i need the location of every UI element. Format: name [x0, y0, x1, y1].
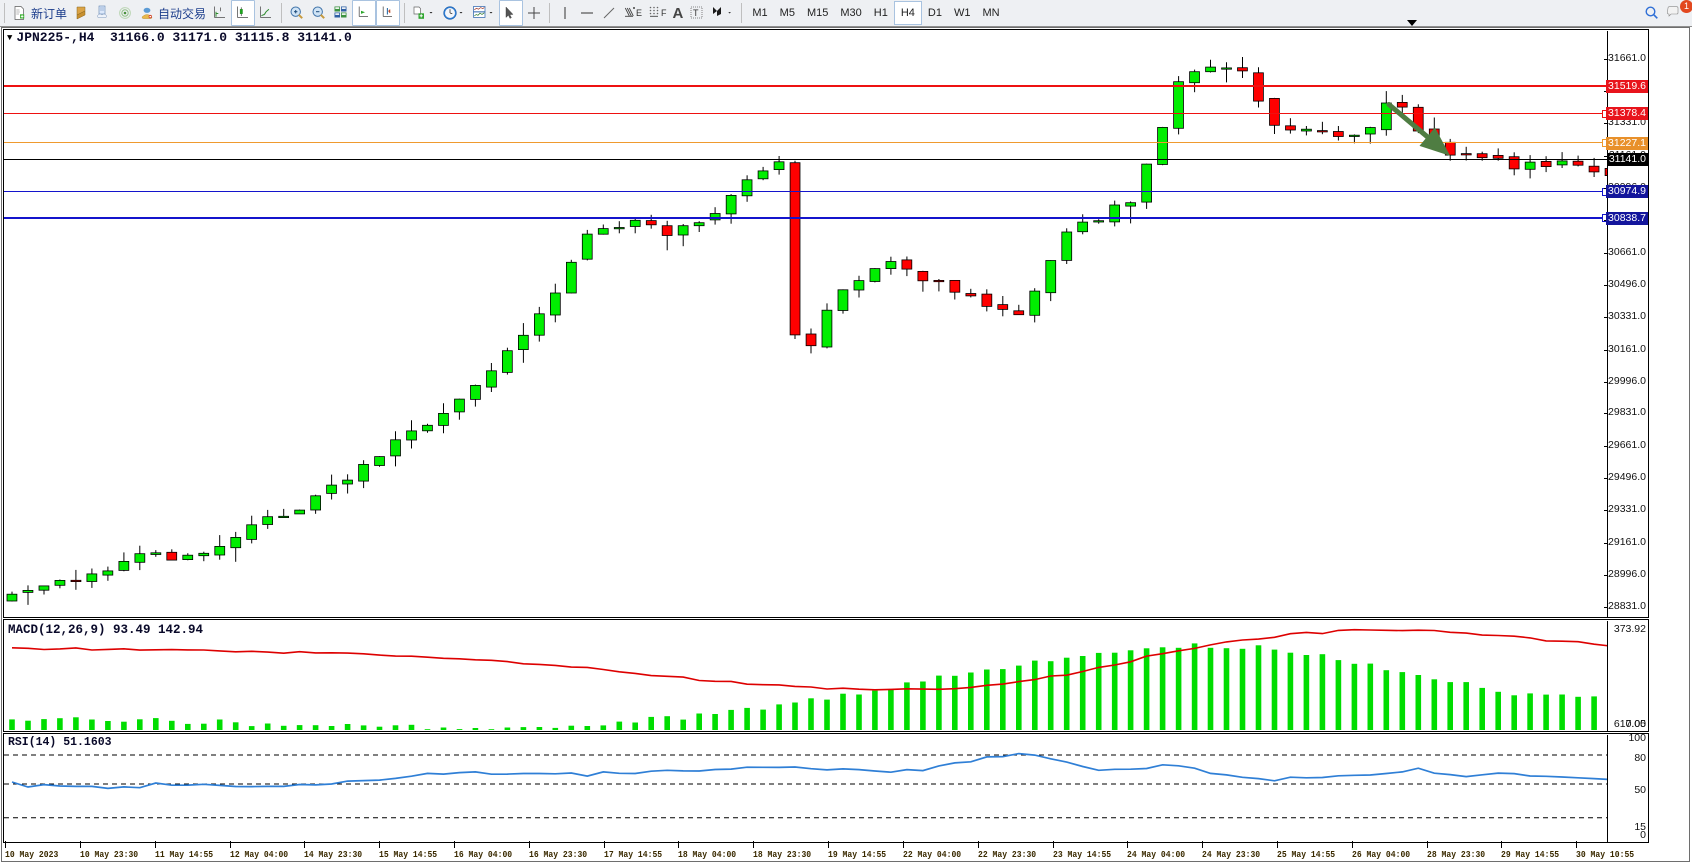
- svg-text:T: T: [693, 8, 699, 18]
